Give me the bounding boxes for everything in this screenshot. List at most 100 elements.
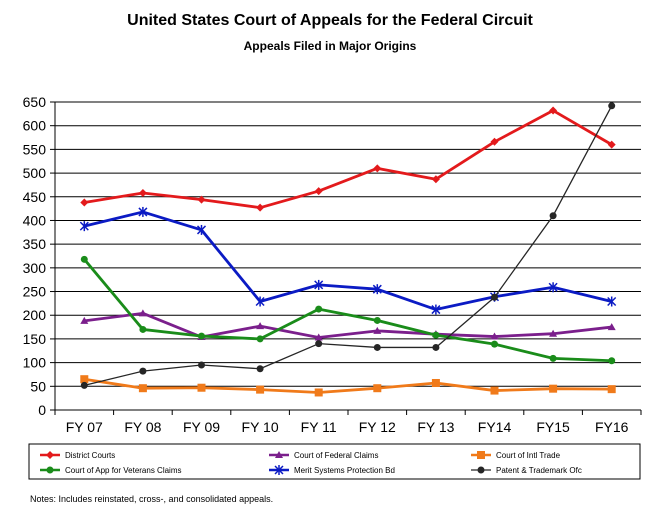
data-point — [372, 284, 382, 295]
data-point — [256, 335, 264, 343]
gridlines — [55, 101, 641, 387]
legend-label: Court of App for Veterans Claims — [65, 466, 182, 475]
legend-item: Patent & Trademark Ofc — [471, 466, 582, 475]
chart-notes: Notes: Includes reinstated, cross-, and … — [30, 494, 274, 504]
data-point — [549, 354, 557, 362]
y-tick-label: 600 — [23, 118, 47, 134]
data-point — [138, 309, 147, 317]
data-point — [79, 221, 89, 232]
data-point — [256, 203, 265, 212]
series-line — [84, 105, 613, 386]
data-point — [490, 137, 499, 146]
chart-title: United States Court of Appeals for the F… — [127, 12, 533, 29]
y-tick-label: 150 — [23, 331, 47, 347]
data-point — [256, 385, 265, 394]
x-tick-label: FY 13 — [417, 419, 454, 435]
data-point — [256, 365, 264, 373]
legend-item: Court of Federal Claims — [269, 451, 378, 460]
data-point — [607, 140, 616, 149]
legend-label: Court of Federal Claims — [294, 451, 378, 460]
y-tick-label: 350 — [23, 236, 47, 252]
y-tick-label: 300 — [23, 260, 47, 276]
x-tick-label: FY16 — [595, 419, 629, 435]
y-axis-ticks: 0 50 100 150 200 250 300 350 400 450 500 550 600 650 — [23, 94, 47, 418]
data-point — [431, 304, 441, 315]
y-tick-label: 450 — [23, 189, 47, 205]
x-tick-label: FY14 — [478, 419, 512, 435]
series-court-of-app-for-veterans-claims — [80, 255, 616, 365]
data-point — [139, 325, 147, 333]
legend-box — [28, 443, 641, 480]
legend-label: Merit Systems Protection Bd — [294, 466, 395, 475]
data-point — [608, 102, 616, 110]
data-point — [139, 367, 147, 375]
data-point — [549, 329, 558, 337]
x-tick-label: FY 10 — [242, 419, 279, 435]
legend-swatch-marker — [274, 465, 284, 475]
data-point — [314, 187, 323, 196]
data-point — [138, 384, 147, 393]
legend-item: Court of App for Veterans Claims — [40, 466, 182, 475]
data-point — [80, 375, 89, 384]
series-line — [84, 311, 612, 339]
legend-swatch-marker — [46, 466, 54, 474]
series-district-courts — [80, 106, 616, 212]
data-point — [315, 340, 323, 348]
series-patent-trademark-ofc — [80, 102, 616, 389]
data-point — [490, 332, 499, 340]
data-point — [491, 340, 498, 348]
legend-swatch-marker — [46, 451, 54, 459]
series-court-of-intl-trade — [80, 375, 616, 397]
data-point — [255, 296, 265, 307]
legend-swatch-marker — [275, 451, 283, 458]
series-merit-systems-protection-bd — [79, 206, 617, 315]
series-line — [83, 210, 613, 311]
y-tick-label: 500 — [23, 165, 47, 181]
y-tick-label: 100 — [23, 355, 47, 371]
data-point — [548, 282, 558, 293]
data-point — [197, 195, 206, 204]
data-point — [432, 343, 440, 351]
legend-item: District Courts — [40, 451, 115, 460]
axes — [50, 101, 642, 415]
x-tick-label: FY 09 — [183, 419, 220, 435]
data-point — [138, 206, 148, 217]
y-tick-label: 200 — [23, 307, 47, 323]
y-tick-label: 400 — [23, 212, 47, 228]
series-group — [79, 102, 617, 397]
series-line — [83, 258, 612, 363]
x-tick-label: FY 11 — [301, 419, 337, 435]
legend-item: Merit Systems Protection Bd — [269, 465, 395, 475]
legend-swatch-marker — [477, 451, 485, 459]
data-point — [549, 212, 557, 220]
legend-label: Court of Intl Trade — [496, 451, 561, 460]
series-line — [84, 377, 612, 394]
y-tick-label: 0 — [38, 402, 46, 418]
data-point — [314, 388, 323, 397]
legend-label: District Courts — [65, 451, 115, 460]
chart-subtitle: Appeals Filed in Major Origins — [243, 39, 417, 53]
y-tick-label: 250 — [23, 284, 47, 300]
x-tick-label: FY 12 — [359, 419, 396, 435]
legend-swatch-marker — [477, 466, 485, 474]
y-tick-label: 650 — [23, 94, 47, 110]
y-tick-label: 50 — [30, 378, 46, 394]
data-point — [198, 332, 205, 340]
data-point — [138, 188, 147, 197]
y-tick-label: 550 — [23, 141, 47, 157]
x-tick-label: FY15 — [536, 419, 570, 435]
data-point — [490, 386, 499, 395]
series-line — [84, 109, 613, 210]
data-point — [314, 279, 324, 290]
data-point — [80, 255, 88, 263]
data-point — [373, 343, 381, 351]
legend-item: Court of Intl Trade — [471, 451, 561, 460]
data-point — [549, 384, 558, 393]
data-point — [608, 357, 616, 365]
data-point — [607, 385, 616, 394]
data-point — [197, 383, 206, 392]
data-point — [315, 305, 323, 313]
x-tick-label: FY 07 — [66, 419, 103, 435]
data-point — [80, 381, 88, 389]
legend: District Courts Court of Federal Claims Co… — [28, 443, 641, 480]
